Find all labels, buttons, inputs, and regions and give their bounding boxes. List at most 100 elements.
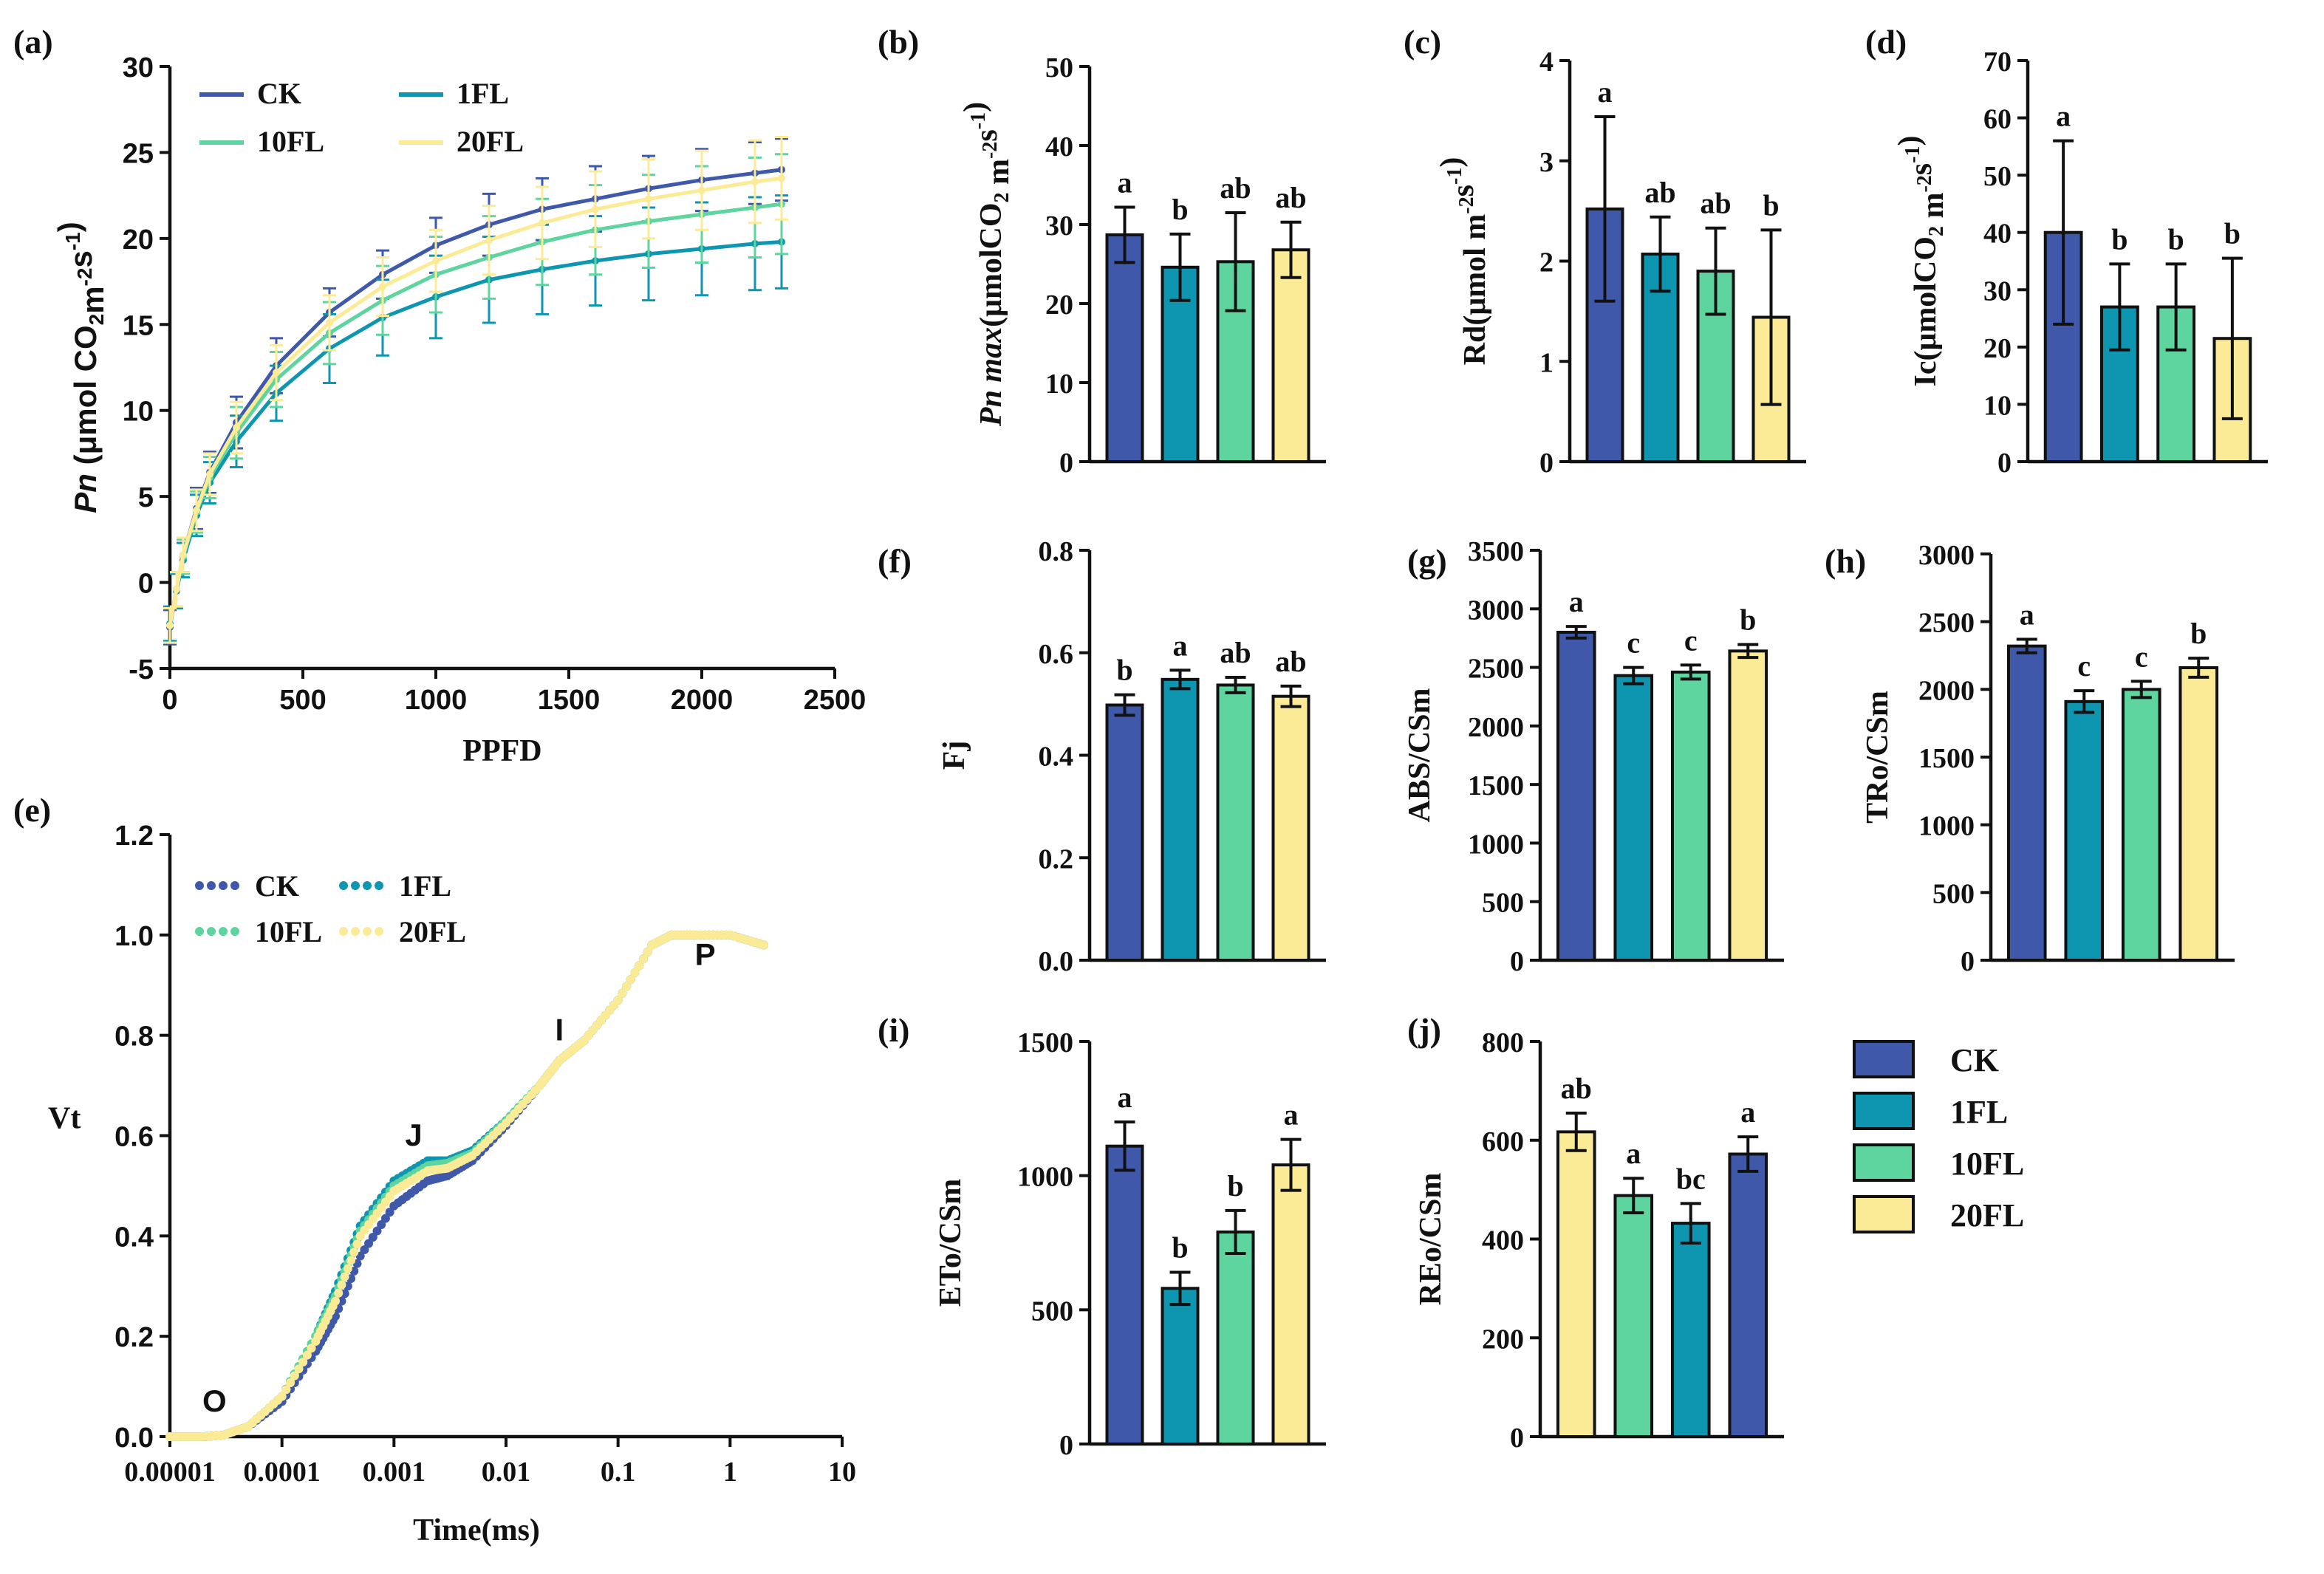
panel-j-bar-chart: (j) 0 200 400 600 800 ab a bc a REo/CSm <box>1407 1011 1784 1454</box>
annotation-I: I <box>556 1012 564 1047</box>
y-tick-label: 4 <box>1539 47 1554 78</box>
bar-CK <box>2043 230 2083 463</box>
bar-1FL <box>1161 677 1200 962</box>
data-point-20FL <box>626 975 635 985</box>
x-tick-label: 0 <box>162 685 177 716</box>
y-tick-label: 0 <box>1059 448 1073 479</box>
data-point-20FL <box>635 961 644 971</box>
panel-label-j: (j) <box>1407 1011 1441 1049</box>
significance-letter: b <box>1227 1169 1243 1202</box>
y-axis-label-i: ETo/CSm <box>934 1179 968 1307</box>
panel-label-f: (f) <box>878 542 912 580</box>
y-tick-label: 0.6 <box>115 1122 154 1153</box>
y-tick-label: 1500 <box>1017 1027 1073 1058</box>
bar-10FL <box>2121 688 2161 962</box>
significance-letter: ab <box>1220 171 1251 205</box>
y-tick-label: 0.4 <box>1039 742 1074 773</box>
data-point-20FL <box>432 257 440 265</box>
legend-label-10FL: 10FL <box>1950 1146 2024 1182</box>
y-axis-label-d: Ic(μmolCO2 m-2s-1) <box>1893 136 1950 387</box>
significance-letter: a <box>2056 100 2071 133</box>
y-tick-label: 1000 <box>1017 1162 1073 1193</box>
y-tick-label: 3 <box>1539 147 1554 178</box>
y-axis-label-part: ) <box>52 222 86 232</box>
panel-label-c: (c) <box>1404 23 1441 61</box>
significance-letter: ab <box>1220 636 1251 669</box>
x-tick-label: 10 <box>828 1457 856 1488</box>
y-tick-label: 0.8 <box>1039 536 1074 567</box>
significance-letter: b <box>2111 222 2128 256</box>
y-tick-label: 1500 <box>1468 770 1524 801</box>
y-axis-label-part: m <box>75 286 110 313</box>
bar-1FL <box>2064 699 2105 962</box>
panel-d-bar-chart: (d) 0 10 20 30 40 50 60 70 a b b b Ic(μmolCO2 m-2s-1) <box>1865 23 2268 479</box>
y-tick-label: 0.0 <box>115 1423 154 1454</box>
significance-letter: b <box>1763 188 1779 222</box>
x-tick-label: 1 <box>723 1457 737 1488</box>
panel-label-e: (e) <box>13 791 51 829</box>
significance-letter: a <box>1598 75 1613 109</box>
y-tick-label: 40 <box>1983 219 2012 250</box>
significance-letter: b <box>1172 193 1188 226</box>
legend-swatch-10FL <box>1853 1143 1915 1182</box>
y-tick-label: 0.0 <box>1039 946 1074 977</box>
legend-label-10FL: 10FL <box>257 125 324 158</box>
legend-label-CK: CK <box>255 869 299 903</box>
y-tick-label: 1500 <box>1918 743 1975 774</box>
annotation-O: O <box>202 1383 227 1418</box>
data-point-CK <box>385 1208 394 1217</box>
data-point-CK <box>377 1220 386 1230</box>
x-tick-label: 0.01 <box>482 1457 531 1488</box>
data-point-20FL <box>334 1288 344 1298</box>
x-tick-label: 1000 <box>405 685 468 716</box>
y-tick-label: 40 <box>1045 131 1073 162</box>
significance-letter: a <box>1740 1095 1755 1129</box>
y-tick-label: 1000 <box>1918 811 1975 842</box>
significance-letter: a <box>1118 165 1132 199</box>
x-tick-label: 0.00001 <box>124 1457 216 1488</box>
significance-letter: ab <box>1644 176 1675 209</box>
y-axis-label-part: -2 <box>979 142 1002 159</box>
significance-letter: c <box>1627 626 1640 660</box>
y-axis-label-part: (μmol CO <box>68 325 103 473</box>
y-tick-label: 2500 <box>1468 654 1524 685</box>
data-point-CK <box>380 1214 390 1223</box>
y-axis-label-part: -1 <box>61 232 84 250</box>
significance-letter: a <box>1173 629 1188 662</box>
y-tick-label: 0 <box>1059 1430 1073 1461</box>
y-tick-label: 20 <box>1045 290 1073 321</box>
y-axis-label-part: TRo/CSm <box>1861 691 1895 824</box>
legend-swatch-1FL <box>339 881 348 890</box>
y-axis-label-part: -2 <box>1455 196 1478 213</box>
data-point-20FL <box>379 283 386 291</box>
x-tick-label: 500 <box>279 685 326 716</box>
y-axis-label-part: s <box>970 129 1004 141</box>
y-tick-label: 0 <box>1997 448 2012 479</box>
panel-label-b: (b) <box>878 23 919 61</box>
significance-letter: ab <box>1700 187 1731 220</box>
y-axis-label-part: Rd(μmol m <box>1458 214 1492 366</box>
y-axis-label-part: Pn <box>68 473 103 513</box>
panel-h-bar-chart: (h) 0 500 1000 1500 2000 2500 3000 a c c b TRo/CSm <box>1825 540 2235 977</box>
bar-20FL <box>2178 666 2219 962</box>
bar-CK <box>1105 233 1144 463</box>
y-tick-label: 200 <box>1482 1324 1524 1355</box>
y-axis-label-part: ) <box>1435 157 1469 168</box>
legend-label-20FL: 20FL <box>1950 1197 2024 1233</box>
legend-swatch-10FL <box>207 927 216 936</box>
y-tick-label: 50 <box>1983 161 2012 192</box>
data-point-20FL <box>751 178 759 186</box>
y-tick-label: 0 <box>1510 1423 1524 1454</box>
y-axis-label-b: Pn max(μmolCO2 m-2s-1) <box>958 102 1016 427</box>
data-point-20FL <box>286 1378 295 1387</box>
y-tick-label: 2 <box>1539 247 1554 278</box>
bar-20FL <box>1271 248 1310 463</box>
legend-swatch-20FL <box>363 927 372 936</box>
bar-1FL <box>1613 674 1654 962</box>
y-tick-label: 3000 <box>1918 540 1975 571</box>
data-point-CK <box>372 1226 382 1236</box>
legend-swatch-1FL <box>375 881 383 890</box>
legend-swatch-CK <box>207 881 216 890</box>
